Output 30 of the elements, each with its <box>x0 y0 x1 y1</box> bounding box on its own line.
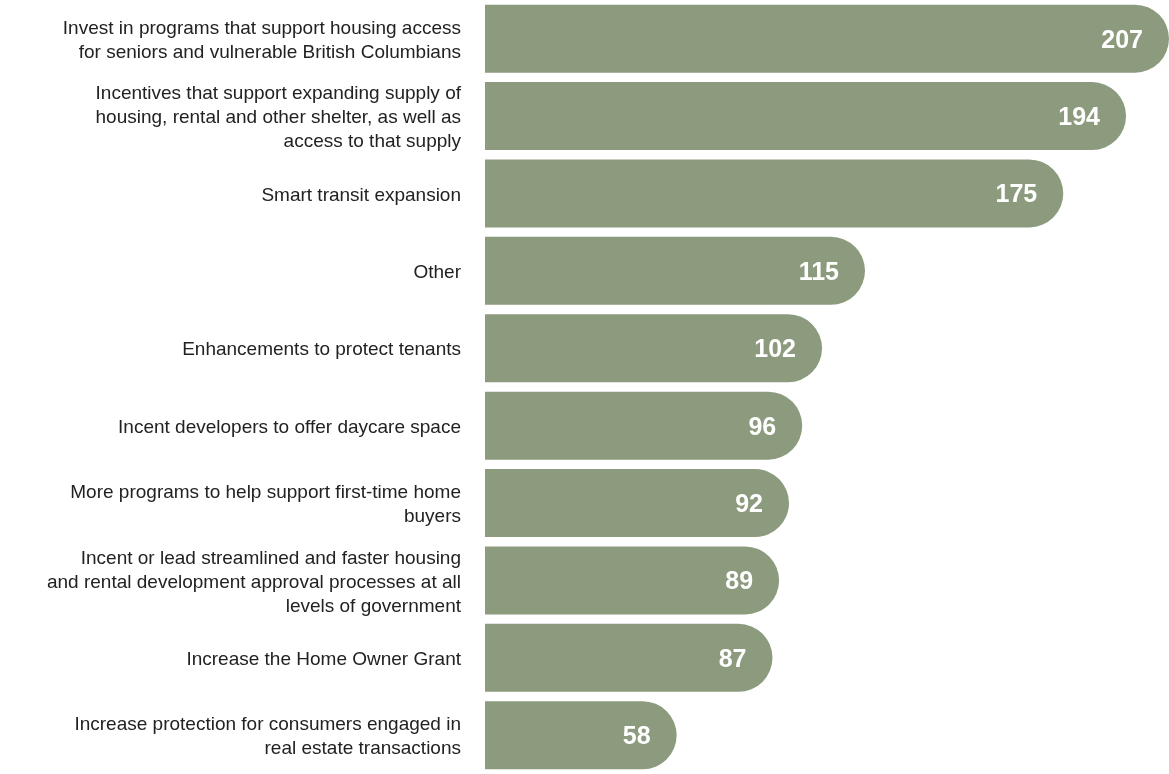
bar <box>485 236 865 305</box>
y-tick-label: Other <box>413 260 462 282</box>
y-tick-label: Incentives that support expanding supply of housing, rental and other shelter, as well as access to that supply <box>95 81 462 151</box>
y-tick-label: Incent or lead streamlined and faster housing and rental development approval processes at all levels of government <box>46 546 462 615</box>
data-label: 115 <box>798 256 840 285</box>
y-tick-label: Increase protection for consumers engaged in real estate transactions <box>74 712 461 758</box>
y-tick-label: Increase the Home Owner Grant <box>186 647 462 669</box>
bar <box>485 623 773 692</box>
data-label: 96 <box>748 411 777 440</box>
bar <box>485 546 780 615</box>
bar <box>485 314 823 383</box>
data-label: 87 <box>718 643 747 672</box>
y-tick-label: Smart transit expansion <box>261 183 461 204</box>
data-label: 102 <box>754 334 797 363</box>
data-label: 58 <box>622 721 651 750</box>
data-label: 207 <box>1101 24 1143 53</box>
data-label: 89 <box>725 566 754 595</box>
y-tick-label: Invest in programs that support housing access for seniors and vulnerable British Columbians <box>62 16 461 62</box>
data-label: 175 <box>995 179 1038 208</box>
bar <box>485 701 677 770</box>
bar <box>485 469 789 538</box>
data-label: 194 <box>1058 101 1101 130</box>
bar <box>485 82 1127 151</box>
bar <box>485 391 803 460</box>
y-tick-label: Incent developers to offer daycare space <box>118 415 461 437</box>
data-label: 92 <box>735 488 763 517</box>
y-tick-label: Enhancements to protect tenants <box>182 337 461 359</box>
bar <box>485 159 1064 228</box>
bar <box>485 4 1169 73</box>
y-tick-label: More programs to help support first-time home buyers <box>70 480 461 526</box>
